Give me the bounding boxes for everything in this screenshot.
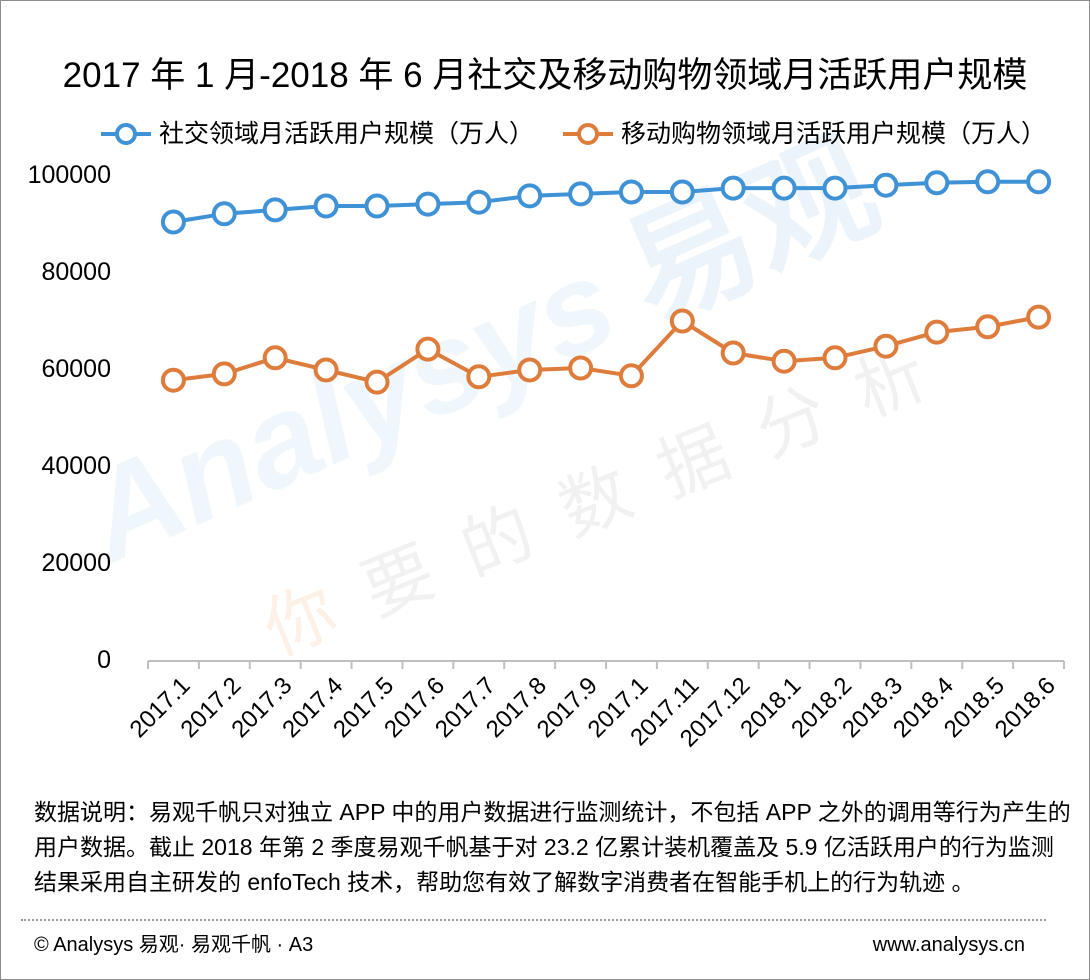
legend-marker-shopping-icon [563, 123, 613, 145]
series-1 [160, 169, 1052, 235]
footer-separator [21, 919, 1046, 921]
chart-title: 2017 年 1 月-2018 年 6 月社交及移动购物领域月活跃用户规模 [62, 56, 1028, 95]
legend-label-social: 社交领域月活跃用户规模（万人） [159, 120, 535, 148]
data-point [1026, 304, 1052, 330]
data-point [720, 340, 746, 366]
legend-marker-social-icon [101, 123, 151, 145]
data-point [822, 345, 848, 371]
data-point [924, 319, 950, 345]
data-point [873, 333, 899, 359]
legend-label-shopping: 移动购物领域月活跃用户规模（万人） [621, 120, 1047, 148]
data-point [669, 308, 695, 334]
y-tick-label: 40000 [41, 452, 111, 480]
data-point [771, 348, 797, 374]
data-point [466, 189, 492, 215]
data-point [160, 367, 186, 393]
data-point [822, 175, 848, 201]
data-point [618, 363, 644, 389]
data-point [211, 361, 237, 387]
y-tick-label: 20000 [41, 549, 111, 577]
data-point [618, 179, 644, 205]
data-point [364, 193, 390, 219]
data-point [313, 193, 339, 219]
data-point [517, 183, 543, 209]
data-point [771, 175, 797, 201]
footer-copyright: © Analysys 易观· 易观千帆 · A3 [34, 934, 314, 956]
data-point [415, 336, 441, 362]
x-axis: 2017.12017.22017.32017.42017.52017.62017… [125, 660, 1065, 753]
series-2 [160, 304, 1052, 395]
data-point [415, 191, 441, 217]
data-point [262, 345, 288, 371]
data-point [211, 201, 237, 227]
data-note: 数据说明：易观千帆只对独立 APP 中的用户数据进行监测统计，不包括 APP 之… [34, 799, 1071, 895]
data-point [568, 181, 594, 207]
data-point [568, 355, 594, 381]
y-tick-label: 100000 [28, 161, 111, 189]
data-point [364, 369, 390, 395]
data-point [466, 364, 492, 390]
data-point [873, 172, 899, 198]
data-point [669, 179, 695, 205]
footer-website: www.analysys.cn [872, 934, 1025, 956]
data-point [975, 314, 1001, 340]
data-point [262, 197, 288, 223]
data-point [517, 357, 543, 383]
legend-item-social: 社交领域月活跃用户规模（万人） [99, 116, 534, 152]
y-tick-label: 80000 [41, 258, 111, 286]
series-line [173, 179, 1039, 224]
y-tick-label: 0 [97, 646, 111, 674]
data-point [720, 175, 746, 201]
series-line [173, 315, 1039, 385]
data-point [313, 357, 339, 383]
data-point [160, 209, 186, 235]
y-axis: 0 20000 40000 60000 80000 100000 [28, 161, 111, 674]
data-point [1026, 169, 1052, 195]
y-tick-label: 60000 [41, 355, 111, 383]
legend-circle [115, 123, 137, 145]
data-point [924, 170, 950, 196]
legend-circle [577, 123, 599, 145]
legend-item-shopping: 移动购物领域月活跃用户规模（万人） [561, 116, 1046, 152]
line-chart: 0 20000 40000 60000 80000 100000 2017.12017.22… [28, 161, 1065, 753]
data-point [975, 169, 1001, 195]
